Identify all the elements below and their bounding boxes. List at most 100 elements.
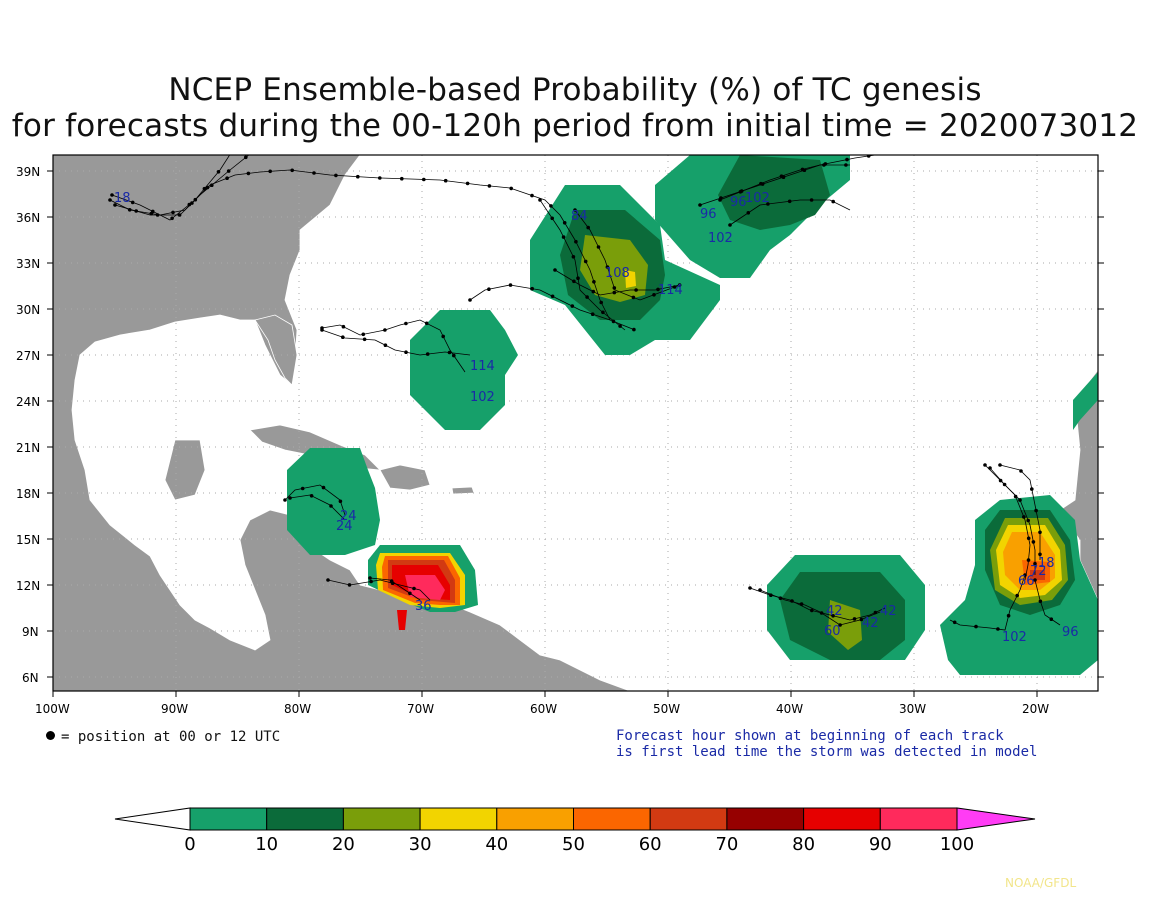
lat-label: 30N [16,303,40,317]
track-dot [368,576,372,580]
position-dot-icon [46,731,55,740]
track-dot [631,295,636,300]
track-label: 114 [658,283,683,298]
track-dot [996,627,1000,631]
track-label: 96 [700,207,717,222]
track-dot [809,198,814,202]
track-dot [819,611,824,615]
lon-label: 40W [776,702,803,716]
track-dot [758,588,762,592]
track-dot [998,463,1002,467]
track-dot [1013,494,1018,499]
track-dot [362,337,367,342]
track-dot [873,610,878,615]
track-dot [338,499,343,504]
track-dot [400,176,404,181]
track-dot [553,268,557,272]
prob-patch-nw-africa [1073,372,1098,430]
track-dot [787,199,792,204]
lat-label: 6N [22,671,39,685]
map-area: 84 108 114 96 96 102 102 114 102 24 24 4… [53,155,1098,691]
track-dot [465,181,470,186]
track-dot [1023,573,1027,577]
colorbar-arrow-right [956,807,1036,831]
track-dot [309,494,314,498]
track-dot [508,283,513,287]
track-dot [1038,552,1042,557]
colorbar-swatch [266,807,344,831]
track-dot [590,312,595,317]
colorbar [114,807,1036,831]
track-dot [361,332,366,337]
track-dot [312,171,316,175]
track-dot [151,209,155,214]
track-dot [632,327,636,332]
track-dot [268,169,273,174]
track-label: 66 [1018,574,1035,589]
track-dot [538,198,542,202]
track-label: 96 [1062,625,1079,640]
track-dot [605,265,610,269]
colorbar-swatch [189,807,268,831]
track-dot [170,216,174,221]
lon-label: 90W [161,702,188,716]
track-label: 84 [571,209,588,224]
track-dot [769,593,773,597]
track-dot [790,599,794,603]
credit-text: NOAA/GFDL [1005,876,1077,890]
track-label: 96 [730,195,747,210]
track-dot [596,245,601,249]
lat-label: 39N [16,165,40,179]
track-dot [113,203,117,207]
lon-label: 30W [899,702,926,716]
track-us-3 [111,155,231,221]
track-dot [422,177,426,182]
forecast-note-line1: Forecast hour shown at beginning of each… [616,728,1004,744]
lat-label: 21N [16,441,40,455]
prob-patch-cuba [287,448,380,555]
track-dot [562,221,567,225]
track-dot [425,352,430,356]
lat-label: 33N [16,257,40,271]
track-dot [1038,599,1043,604]
lat-label: 9N [22,625,39,639]
track-dot [424,321,429,326]
track-dot [779,174,784,178]
track-dot [326,578,330,582]
track-dot [738,190,743,194]
track-dot [447,350,452,355]
track-label: 114 [470,359,495,374]
track-dot [549,204,553,208]
colorbar-label: 50 [562,834,585,855]
track-dot [845,157,849,162]
axis-ticks [47,170,1104,697]
forecast-note-line2: is first lead time the storm was detecte… [616,744,1038,760]
track-dot [831,199,835,204]
track-dot [226,169,231,173]
map-frame [52,154,1099,692]
colorbar-swatch [879,807,958,831]
track-dot [550,216,554,221]
track-dot [356,174,360,179]
track-dot [110,193,114,197]
colorbar-label: 70 [715,834,738,855]
track-dot [1038,530,1042,535]
colorbar-swatch [419,807,498,831]
track-dot [810,608,814,613]
track-dot [591,289,596,294]
colorbar-label: 30 [409,834,432,855]
track-dot [571,254,576,259]
track-label: 42 [880,604,897,619]
track-dot [389,579,394,583]
track-dot [187,202,192,207]
track-dot [341,335,345,340]
lat-label: 36N [16,211,40,225]
track-dot [599,300,603,305]
track-sub-1 [321,319,466,373]
track-dot [550,294,555,299]
track-dot [698,203,702,207]
track-dot [412,586,416,591]
track-dot [205,185,210,190]
track-dot [838,623,842,627]
lon-label: 80W [284,702,311,716]
